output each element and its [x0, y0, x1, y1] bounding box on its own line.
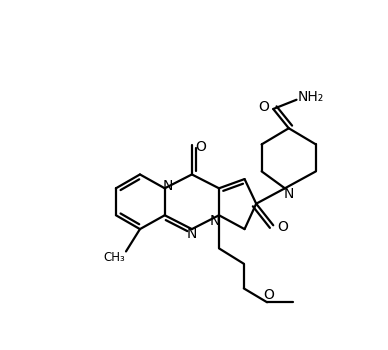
Text: N: N — [163, 179, 173, 193]
Text: N: N — [187, 228, 197, 241]
Text: NH₂: NH₂ — [297, 90, 324, 104]
Text: N: N — [284, 187, 294, 201]
Text: N: N — [209, 215, 220, 229]
Text: O: O — [258, 100, 269, 114]
Text: O: O — [263, 288, 274, 302]
Text: O: O — [196, 140, 207, 154]
Text: CH₃: CH₃ — [104, 251, 125, 264]
Text: O: O — [277, 220, 288, 234]
